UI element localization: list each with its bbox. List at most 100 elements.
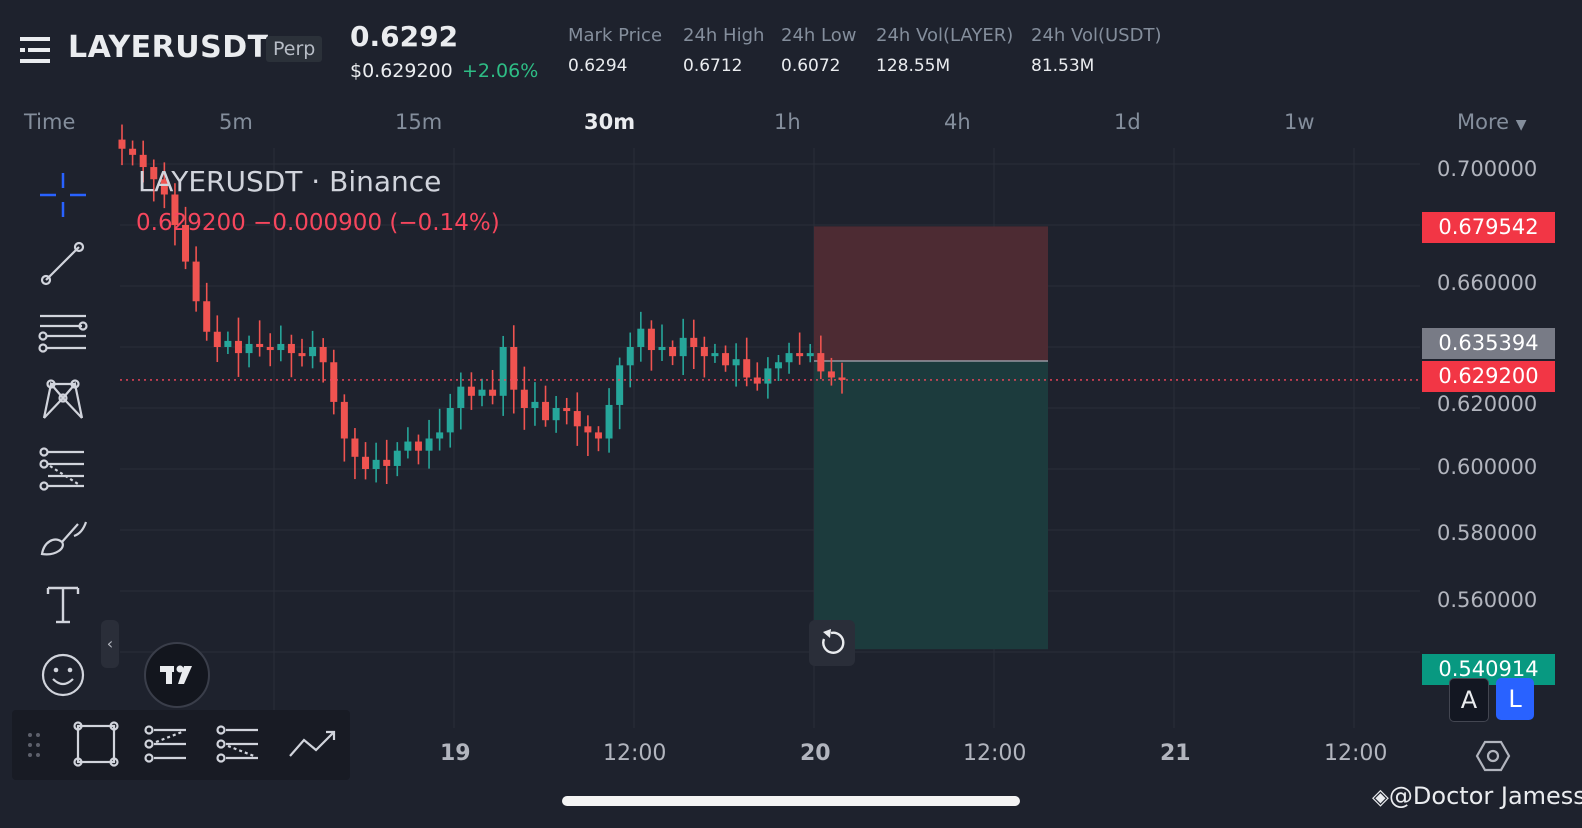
mark-price-value: 0.6294 xyxy=(568,56,628,76)
candle-body xyxy=(362,456,370,469)
short-position-icon[interactable] xyxy=(214,720,262,768)
y-axis-label: 0.620000 xyxy=(1437,392,1538,416)
caret-down-icon: ▼ xyxy=(1515,117,1527,133)
candle-body xyxy=(404,441,412,451)
y-axis-label: 0.600000 xyxy=(1437,455,1538,479)
candle-body xyxy=(234,340,242,354)
candle-body xyxy=(722,353,730,366)
candle-body xyxy=(118,139,126,149)
candle-body xyxy=(616,365,624,405)
candles xyxy=(118,124,846,484)
stop-loss-price-badge: 0.679542 xyxy=(1422,212,1555,243)
home-indicator xyxy=(562,796,1020,806)
timeframe-4h[interactable]: 4h xyxy=(944,110,971,134)
more-timeframes-button[interactable]: More ▼ xyxy=(1457,110,1527,134)
candle-body xyxy=(573,411,581,427)
candle-body xyxy=(690,337,698,347)
candle-body xyxy=(626,347,634,366)
timeframe-15m[interactable]: 15m xyxy=(395,110,443,134)
candle-body xyxy=(467,386,475,396)
candle-body xyxy=(711,353,719,357)
candle-body xyxy=(266,347,274,351)
watermark: ◈@Doctor Jamess xyxy=(1372,782,1582,810)
candle-body xyxy=(192,261,200,302)
candle-body xyxy=(414,441,422,451)
timeframe-1d[interactable]: 1d xyxy=(1114,110,1141,134)
candle-body xyxy=(213,331,221,347)
candle-body xyxy=(531,401,539,408)
candle-body xyxy=(160,179,168,195)
candle-body xyxy=(372,459,380,469)
y-axis-label: 0.560000 xyxy=(1437,588,1538,612)
chart-grid xyxy=(120,148,1420,728)
candle-body xyxy=(785,353,793,363)
y-axis-label: 0.580000 xyxy=(1437,521,1538,545)
mark-price-label: Mark Price xyxy=(568,25,663,46)
candle-body xyxy=(319,347,327,363)
timeframe-1w[interactable]: 1w xyxy=(1284,110,1315,134)
log-scale-button[interactable]: L xyxy=(1496,678,1534,720)
candle-body xyxy=(224,340,232,347)
timeframe-5m[interactable]: 5m xyxy=(219,110,253,134)
candle-body xyxy=(393,450,401,466)
candle-body xyxy=(732,359,740,366)
brush-icon[interactable] xyxy=(36,508,90,562)
x-axis-label: 12:00 xyxy=(603,741,667,766)
candle-body xyxy=(277,343,285,351)
tradingview-logo[interactable] xyxy=(144,642,210,708)
more-label: More xyxy=(1457,110,1510,134)
emoji-icon[interactable] xyxy=(36,648,90,702)
candle-body xyxy=(298,353,306,357)
long-position-icon[interactable] xyxy=(142,720,190,768)
candle-body xyxy=(309,347,317,357)
candle-body xyxy=(637,328,645,347)
low-24h-label: 24h Low xyxy=(781,25,857,46)
candle-body xyxy=(669,347,677,357)
crosshair-icon[interactable] xyxy=(36,168,90,222)
rectangle-icon[interactable] xyxy=(72,720,120,768)
symbol-name[interactable]: LAYERUSDT xyxy=(68,30,269,65)
candle-body xyxy=(510,347,518,390)
x-axis-label: 21 xyxy=(1160,741,1191,766)
candle-body xyxy=(817,353,825,372)
candle-body xyxy=(478,389,486,396)
time-label[interactable]: Time xyxy=(24,110,76,134)
candle-body xyxy=(700,347,708,357)
x-axis-label: 12:00 xyxy=(963,741,1027,766)
take-profit-zone xyxy=(814,361,1048,650)
candle-body xyxy=(552,408,560,421)
candle-body xyxy=(287,343,295,354)
candle-body xyxy=(203,301,211,332)
candle-body xyxy=(351,438,359,457)
reset-chart-button[interactable] xyxy=(809,620,855,666)
candle-body xyxy=(584,426,592,433)
candle-body xyxy=(446,408,454,433)
candle-body xyxy=(542,401,550,421)
drag-handle-icon[interactable] xyxy=(24,730,44,760)
chart-title: LAYERUSDT · Binance xyxy=(138,165,442,198)
y-axis-label: 0.700000 xyxy=(1437,157,1538,181)
low-24h-value: 0.6072 xyxy=(781,56,841,76)
timeframe-30m[interactable]: 30m xyxy=(584,110,636,134)
x-axis-label: 19 xyxy=(440,741,471,766)
settings-icon[interactable] xyxy=(1475,738,1511,774)
xabcd-pattern-icon[interactable] xyxy=(36,372,90,426)
candle-body xyxy=(563,408,571,412)
high-24h-value: 0.6712 xyxy=(683,56,743,76)
candle-body xyxy=(340,401,348,439)
text-icon[interactable] xyxy=(36,576,90,630)
menu-icon[interactable] xyxy=(20,35,52,65)
auto-scale-button[interactable]: A xyxy=(1449,678,1489,722)
current-price-badge: 0.629200 xyxy=(1422,361,1555,392)
fib-retracement-icon[interactable] xyxy=(36,440,90,494)
candle-body xyxy=(499,347,507,396)
horizontal-lines-icon[interactable] xyxy=(36,304,90,358)
timeframe-1h[interactable]: 1h xyxy=(774,110,801,134)
path-icon[interactable] xyxy=(286,720,340,768)
trend-line-icon[interactable] xyxy=(36,236,90,290)
candle-body xyxy=(827,371,835,378)
collapse-toolbar-button[interactable]: ‹ xyxy=(101,620,119,668)
vol-base-label: 24h Vol(LAYER) xyxy=(876,25,1014,46)
candle-body xyxy=(520,389,528,408)
